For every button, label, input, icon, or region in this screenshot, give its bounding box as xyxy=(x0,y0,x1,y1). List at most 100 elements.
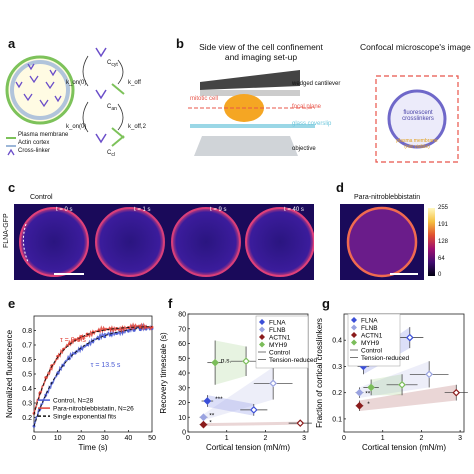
chart-e-legend-label: Control, N=28 xyxy=(53,398,94,405)
actin-cortex-ring xyxy=(10,60,70,120)
chart-f-legend-label: Control xyxy=(269,349,291,356)
chart-g-shade-myh9 xyxy=(371,374,403,396)
filament-glyphs xyxy=(111,83,125,147)
chart-f-ytick-label: 0 xyxy=(182,430,186,437)
colorbar-tick-4: 0 xyxy=(438,272,442,278)
state-cl-label: Ccl xyxy=(107,150,115,159)
panel-d-group-label: Para-nitroblebbistatin xyxy=(354,194,421,201)
panel-letter-d: d xyxy=(336,180,344,195)
panel-a-schematic xyxy=(5,47,125,156)
colorbar-tick-1: 191 xyxy=(438,222,449,228)
chart-e: 0 10 20 30 40 50 0.2 0.3 0.4 0.5 0.6 0.7 0.8 Time (s)… xyxy=(5,315,156,452)
panel-c-image-strip xyxy=(14,204,314,280)
colorbar xyxy=(428,208,435,276)
chart-g-ytick-label: 0.1 xyxy=(332,416,342,423)
chart-e-fit-0 xyxy=(33,326,153,427)
chart-f-annotation: ** xyxy=(209,412,215,419)
chart-e-point-0 xyxy=(103,335,107,339)
chart-f-xtick-label: 3 xyxy=(302,435,306,442)
label-focal: focal plane xyxy=(292,104,322,110)
chart-e-ytick-label: 0.6 xyxy=(22,357,32,364)
chart-e-ytick-label: 0.5 xyxy=(22,372,32,379)
chart-f-point-myh9 xyxy=(242,357,250,366)
chart-e-point-0 xyxy=(126,329,130,333)
panel-b-title-right: Confocal microscope's image xyxy=(360,42,471,52)
chart-g-point-flna xyxy=(405,333,414,342)
label-fluor: fluorescent crosslinkers xyxy=(402,110,434,122)
frame-0 xyxy=(19,207,89,277)
chart-e-legend-label: Single exponential fits xyxy=(53,414,117,421)
chart-f-point-myh9 xyxy=(211,358,219,367)
chart-g-ytick-label: 0.3 xyxy=(332,364,342,371)
chart-f-point-actn1 xyxy=(199,420,208,429)
chart-g-legend-label: FLNB xyxy=(361,325,378,332)
chart-f-xlabel: Cortical tension (mN/m) xyxy=(206,443,290,452)
panel-b-title-left: Side view of the cell confinement and im… xyxy=(199,42,323,62)
chart-g-xtick-label: 0 xyxy=(342,435,346,442)
chart-f-point-flnb xyxy=(199,413,208,422)
chart-g-xtick-label: 2 xyxy=(419,435,423,442)
cell-membrane-circle xyxy=(5,55,75,125)
frame-time-3: t = 40 s xyxy=(284,207,304,213)
chart-e-point-1 xyxy=(79,335,83,338)
chart-g-point-myh9 xyxy=(367,383,375,392)
chart-e-xtick-label: 40 xyxy=(125,435,133,442)
rate-kon-1: k_on(0) xyxy=(66,80,87,86)
chart-e-point-0 xyxy=(138,328,142,332)
chart-f-ytick-label: 30 xyxy=(178,385,186,392)
chart-g-legend-label: Control xyxy=(361,347,383,354)
chart-g-point-flnb xyxy=(355,388,364,397)
chart-e-xtick-label: 50 xyxy=(148,435,156,442)
chart-g-annotation: * xyxy=(367,401,370,408)
chart-g-legend-marker xyxy=(351,332,357,338)
chart-e-ytick-label: 0.3 xyxy=(22,401,32,408)
chart-g-point-myh9 xyxy=(398,380,406,389)
chart-g-ylabel: Fraction of cortical crosslinkers xyxy=(315,318,324,428)
chart-f-point-flnb xyxy=(269,379,278,388)
chart-f-xtick-label: 1 xyxy=(225,435,229,442)
colorbar-tick-0: 255 xyxy=(438,205,449,211)
confocal-ring xyxy=(387,89,447,149)
chart-f-shade-flna xyxy=(207,395,254,416)
chart-f-point-flna xyxy=(249,406,258,414)
legend-membrane: Plasma membrane xyxy=(18,132,69,138)
chart-f-legend-label: Tension-reduced xyxy=(269,357,317,364)
colorbar-tick-3: 64 xyxy=(438,256,445,262)
frame-3 xyxy=(245,207,314,277)
chart-f-point-actn1 xyxy=(296,419,305,427)
rate-koff-1: k_off xyxy=(128,80,141,86)
chart-e-ytick-label: 0.4 xyxy=(22,386,32,393)
chart-e-xtick-label: 0 xyxy=(32,435,36,442)
chart-e-annotation-red: τ = 9.6 s xyxy=(60,337,86,344)
panel-letter-g: g xyxy=(322,296,330,311)
chart-f-ylabel: Recovery timescale (s) xyxy=(159,332,168,414)
chart-f-legend-marker xyxy=(259,326,265,333)
chart-f-legend-marker xyxy=(259,334,265,340)
frame-time-2: t = 9 s xyxy=(210,207,227,213)
chart-g-legend-label: Tension-reduced xyxy=(361,355,409,362)
chart-f-legend-marker xyxy=(259,341,265,348)
chart-e-ytick-label: 0.7 xyxy=(22,343,32,350)
chart-g-ytick-label: 0.2 xyxy=(332,390,342,397)
chart-e-point-1 xyxy=(44,376,48,379)
chart-e-point-1 xyxy=(150,325,154,329)
state-glyphs xyxy=(95,47,107,144)
panel-letter-b: b xyxy=(176,36,184,51)
chart-g-xlabel: Cortical tension (mN/m) xyxy=(362,443,446,452)
chart-g-legend-marker xyxy=(351,324,357,331)
chart-f-legend-label: ACTN1 xyxy=(269,334,291,341)
chart-e-legend-label: Para-nitroblebbistatin, N=26 xyxy=(53,406,134,413)
chart-g-point-flnb xyxy=(425,370,434,379)
legend-crosslinker: Cross-linker xyxy=(18,148,51,154)
chart-f-annotation: *** xyxy=(215,396,223,403)
panel-c-group-label: Control xyxy=(30,194,53,201)
frame-2 xyxy=(171,207,241,277)
chart-g-legend-label: MYH9 xyxy=(361,340,379,347)
label-cantilever: wedged cantilever xyxy=(292,81,341,87)
chart-f-annotation: n.s. xyxy=(221,358,232,365)
label-objective: objective xyxy=(292,146,316,152)
chart-f-ytick-label: 70 xyxy=(178,326,186,333)
label-cell: mitotic cell xyxy=(190,96,219,102)
chart-e-point-1 xyxy=(138,325,142,329)
chart-f-ytick-label: 20 xyxy=(178,400,186,407)
